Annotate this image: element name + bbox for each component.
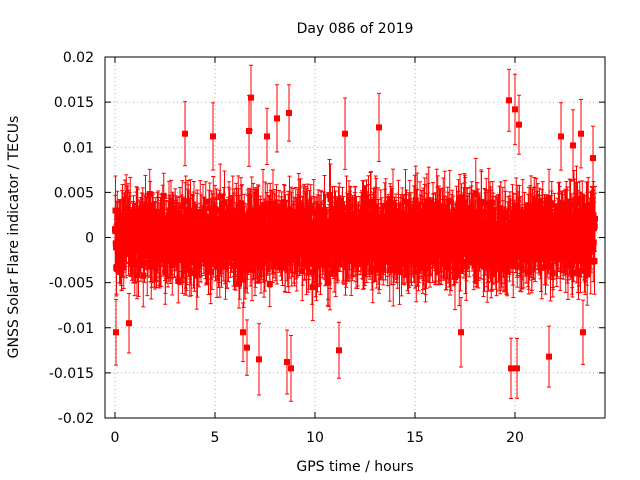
data-point [310, 209, 317, 216]
data-points [112, 64, 598, 402]
data-point [221, 199, 228, 206]
data-point [264, 207, 271, 214]
data-point [309, 284, 316, 291]
data-point [411, 252, 418, 259]
data-point [193, 270, 200, 277]
data-point [386, 267, 393, 274]
data-point [236, 280, 242, 287]
data-point [281, 217, 288, 224]
data-point [234, 218, 240, 225]
data-point [414, 203, 421, 210]
data-point [255, 257, 262, 264]
data-point [398, 261, 405, 268]
data-point [326, 191, 333, 198]
data-point [148, 262, 155, 269]
data-point [373, 203, 380, 210]
data-point [186, 215, 193, 222]
data-point [240, 276, 247, 283]
data-point [202, 198, 209, 205]
data-point [127, 208, 134, 215]
data-point [385, 253, 391, 260]
data-point [396, 268, 403, 275]
data-point [421, 254, 428, 261]
data-point [191, 207, 197, 214]
data-point [120, 264, 127, 271]
data-point [406, 212, 413, 219]
data-point [112, 207, 119, 214]
data-point [325, 279, 332, 286]
data-point [160, 193, 167, 200]
data-point [413, 268, 420, 275]
data-point [182, 198, 189, 205]
data-point [190, 253, 197, 260]
data-point [179, 203, 186, 210]
data-point [369, 266, 376, 273]
data-point [294, 218, 301, 225]
data-point [175, 277, 182, 284]
data-point [220, 249, 227, 256]
data-point [321, 207, 328, 214]
data-point [140, 272, 147, 279]
data-point [197, 209, 204, 216]
data-point [134, 272, 140, 279]
data-point [387, 212, 394, 219]
data-point [270, 201, 276, 208]
data-point [169, 261, 176, 268]
data-point [412, 197, 419, 204]
data-point [188, 270, 195, 277]
data-point [217, 193, 224, 200]
data-point [216, 207, 223, 214]
data-point [327, 196, 334, 203]
